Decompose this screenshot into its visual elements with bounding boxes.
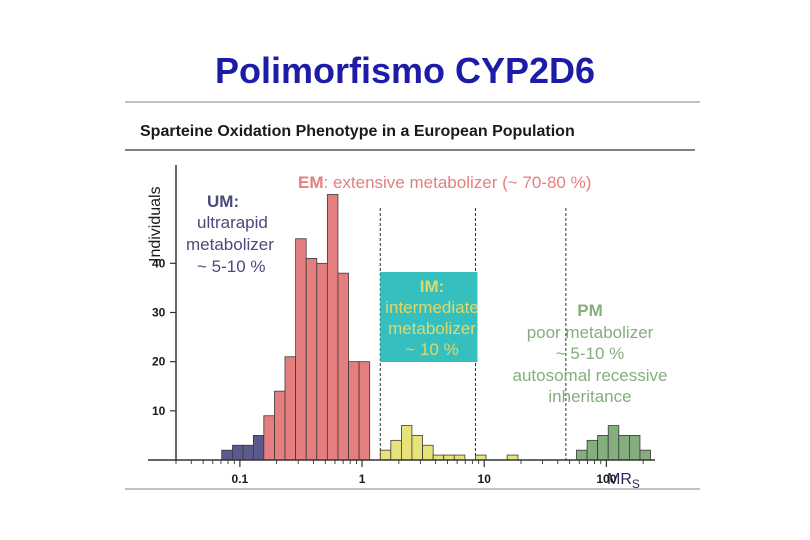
pm-line-1: poor metabolizer bbox=[527, 323, 654, 342]
bar-em-3 bbox=[295, 238, 307, 461]
x-tick-label-0: 0.1 bbox=[232, 472, 249, 486]
bar-pm-6 bbox=[639, 449, 651, 461]
im-line-3: ~ 10 % bbox=[405, 340, 458, 359]
x-tick-label-1: 1 bbox=[359, 472, 366, 486]
em-annotation: EM: extensive metabolizer (~ 70-80 %) bbox=[298, 173, 591, 192]
bar-im-0 bbox=[379, 449, 392, 461]
bar-em-1 bbox=[274, 390, 286, 461]
em-abbr: EM bbox=[298, 173, 324, 192]
bar-im-3 bbox=[411, 435, 423, 461]
bar-pm-4 bbox=[618, 435, 630, 461]
pm-line-2: ~ 5-10 % bbox=[556, 344, 625, 363]
chart-subtitle: Sparteine Oxidation Phenotype in a Europ… bbox=[140, 123, 575, 140]
im-line-1: intermediate bbox=[385, 298, 479, 317]
y-axis-label: Individuals bbox=[147, 186, 164, 262]
bar-em-5 bbox=[316, 262, 328, 461]
y-tick-label-0: 10 bbox=[152, 404, 166, 418]
bar-um-0 bbox=[221, 449, 233, 461]
annotations: EM: extensive metabolizer (~ 70-80 %) UM… bbox=[186, 173, 667, 406]
bar-em-6 bbox=[326, 194, 339, 461]
y-tick-label-3: 40 bbox=[152, 256, 166, 270]
slide-title: Polimorfismo CYP2D6 bbox=[214, 50, 596, 91]
um-line-3: ~ 5-10 % bbox=[197, 257, 266, 276]
um-line-0: UM: bbox=[207, 192, 239, 211]
chart-frame: Sparteine Oxidation Phenotype in a Europ… bbox=[125, 101, 700, 490]
y-tick-label-2: 30 bbox=[152, 306, 166, 320]
bar-um-2 bbox=[242, 444, 254, 461]
pm-annotation: PM poor metabolizer ~ 5-10 % autosomal r… bbox=[513, 301, 668, 406]
bar-em-2 bbox=[284, 356, 297, 461]
bar-im-2 bbox=[401, 425, 413, 461]
y-ticks: 10 20 30 40 bbox=[152, 256, 176, 418]
bar-im-1 bbox=[390, 439, 402, 461]
pm-line-0: PM bbox=[577, 301, 603, 320]
x-axis-label-main: MR bbox=[607, 471, 632, 488]
bar-pm-5 bbox=[628, 435, 641, 461]
em-text: : extensive metabolizer (~ 70-80 %) bbox=[324, 173, 592, 192]
x-tick-label-2: 10 bbox=[478, 472, 492, 486]
im-annotation: IM: intermediate metabolizer ~ 10 % bbox=[385, 277, 479, 359]
im-box bbox=[380, 272, 478, 362]
bar-em-9 bbox=[358, 361, 371, 461]
bar-em-8 bbox=[348, 361, 360, 461]
im-highlight-box bbox=[380, 272, 478, 362]
pm-line-3: autosomal recessive bbox=[513, 366, 668, 385]
bar-em-0 bbox=[263, 415, 275, 461]
im-line-2: metabolizer bbox=[388, 319, 476, 338]
um-line-1: ultrarapid bbox=[197, 213, 268, 232]
um-line-2: metabolizer bbox=[186, 235, 274, 254]
um-annotation: UM: ultrarapid metabolizer ~ 5-10 % bbox=[186, 192, 274, 276]
x-axis-label: MRS bbox=[607, 471, 640, 491]
bar-em-4 bbox=[305, 258, 318, 461]
x-tick-label-3: 100 bbox=[596, 472, 616, 486]
bar-pm-3 bbox=[607, 425, 620, 461]
bar-im-4 bbox=[422, 444, 434, 461]
bar-um-1 bbox=[232, 444, 244, 461]
histogram-bars bbox=[221, 194, 651, 461]
x-axis-label-sub: S bbox=[632, 477, 640, 491]
bar-pm-1 bbox=[586, 439, 599, 461]
bar-pm-2 bbox=[597, 435, 609, 461]
bar-pm-0 bbox=[576, 449, 588, 461]
x-ticks: 0.1 1 10 100 bbox=[175, 460, 644, 486]
im-line-0: IM: bbox=[420, 277, 445, 296]
bar-um-3 bbox=[252, 435, 265, 461]
bar-em-7 bbox=[337, 272, 349, 461]
pm-line-4: inheritance bbox=[548, 387, 631, 406]
y-tick-label-1: 20 bbox=[152, 355, 166, 369]
